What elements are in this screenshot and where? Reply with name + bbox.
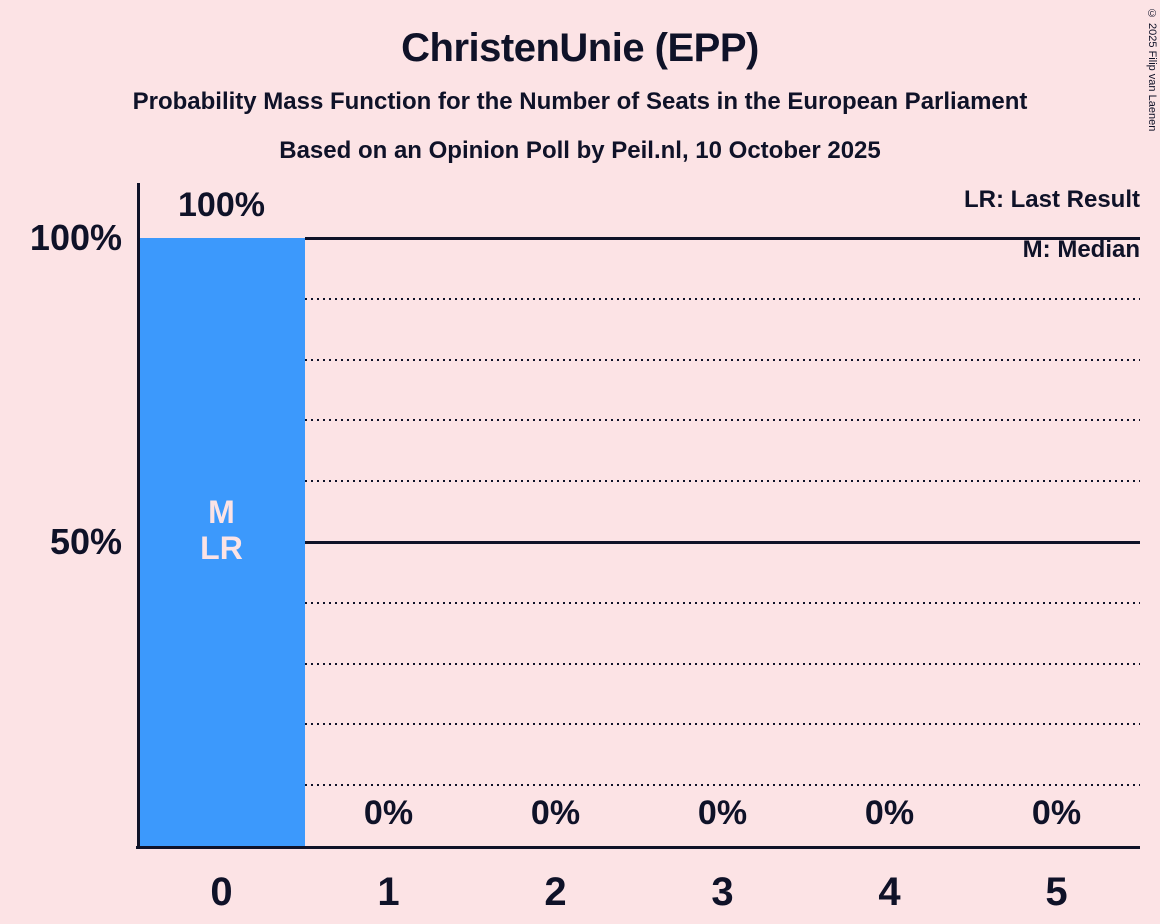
- bar-seats-0: [140, 238, 305, 846]
- gridline-dotted: [305, 662, 1140, 665]
- x-axis: [136, 846, 1140, 849]
- chart-source-note: Based on an Opinion Poll by Peil.nl, 10 …: [279, 137, 881, 164]
- gridline-dotted: [305, 601, 1140, 604]
- y-axis: [137, 183, 140, 849]
- page-title: ChristenUnie (EPP): [401, 26, 759, 70]
- gridline-dotted: [305, 297, 1140, 300]
- legend-median: M: Median: [1022, 236, 1140, 263]
- x-tick-label: 1: [377, 870, 400, 914]
- bar-value-label: 0%: [530, 794, 581, 832]
- x-tick-label: 0: [210, 870, 233, 914]
- gridline-dotted: [305, 358, 1140, 361]
- gridline-dotted: [305, 784, 1140, 787]
- bar-annotation-line: LR: [200, 530, 243, 566]
- chart-subtitle: Probability Mass Function for the Number…: [132, 88, 1028, 115]
- bar-value-label: 100%: [178, 186, 265, 224]
- x-tick-label: 2: [544, 870, 567, 914]
- bar-value-label: 0%: [864, 794, 915, 832]
- gridline-solid: [305, 236, 1140, 240]
- x-tick-label: 3: [711, 870, 734, 914]
- gridline-dotted: [305, 723, 1140, 726]
- y-tick-label: 100%: [29, 217, 122, 258]
- x-tick-label: 4: [878, 870, 901, 914]
- gridline-dotted: [305, 419, 1140, 422]
- copyright-notice: © 2025 Filip van Laenen: [1146, 8, 1158, 132]
- bar-value-label: 0%: [697, 794, 748, 832]
- bar-annotation-line: M: [208, 494, 235, 530]
- bar-annotation-median-lastresult: M LR: [138, 494, 305, 566]
- y-tick-label: 50%: [49, 521, 122, 562]
- gridline-dotted: [305, 480, 1140, 483]
- x-tick-label: 5: [1045, 870, 1068, 914]
- bar-value-label: 0%: [363, 794, 414, 832]
- legend-last-result: LR: Last Result: [963, 186, 1140, 213]
- gridline-solid: [305, 540, 1140, 544]
- bar-value-label: 0%: [1031, 794, 1082, 832]
